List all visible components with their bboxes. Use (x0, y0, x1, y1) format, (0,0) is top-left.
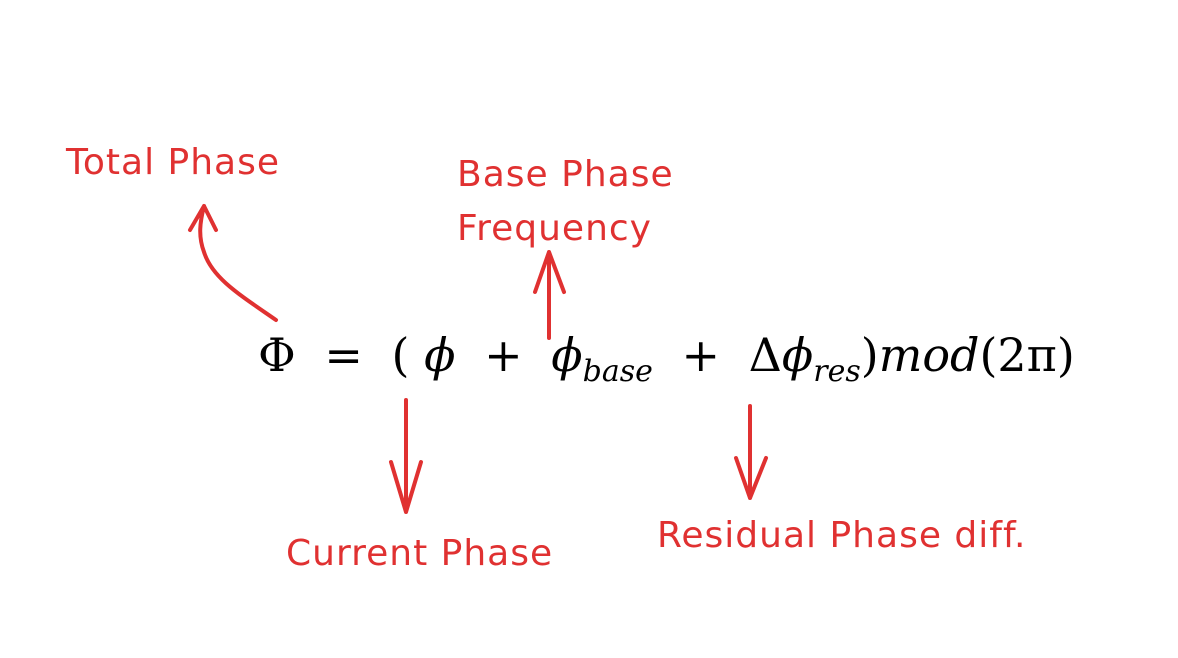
equation-base-subscript: base (582, 354, 653, 389)
residual-phase-arrow (734, 404, 768, 500)
equation-total-phase-symbol: Φ (258, 328, 296, 382)
equation-current-phase-symbol: ϕ (424, 328, 456, 382)
equation-plus-2: + (681, 328, 721, 382)
equation-equals-sign: = (324, 328, 363, 382)
current-phase-label: Current Phase (286, 533, 554, 574)
base-phase-arrow (533, 250, 566, 340)
current-phase-arrow (389, 398, 423, 514)
equation-close-paren: ) (860, 328, 879, 382)
base-phase-label-line2: Frequency (457, 208, 652, 249)
base-phase-label-line1: Base Phase (457, 154, 674, 195)
equation-residual-phase-symbol: ϕ (781, 328, 814, 382)
equation-mod-operator: mod (878, 328, 980, 382)
equation-residual-subscript: res (813, 354, 861, 389)
equation-delta-symbol: Δ (748, 328, 782, 382)
residual-phase-label: Residual Phase diff. (657, 515, 1027, 556)
equation-open-paren: ( (391, 328, 410, 382)
total-phase-arrow (188, 204, 278, 322)
equation-base-phase-symbol: ϕ (551, 328, 583, 382)
base-phase-label: Base Phase Frequency (457, 148, 674, 256)
total-phase-label: Total Phase (66, 142, 281, 183)
phase-equation: Φ = ( ϕ + ϕbase + Δϕres)mod(2π) (258, 332, 1075, 387)
equation-mod-argument: (2π) (979, 328, 1075, 382)
equation-plus-1: + (484, 328, 523, 382)
